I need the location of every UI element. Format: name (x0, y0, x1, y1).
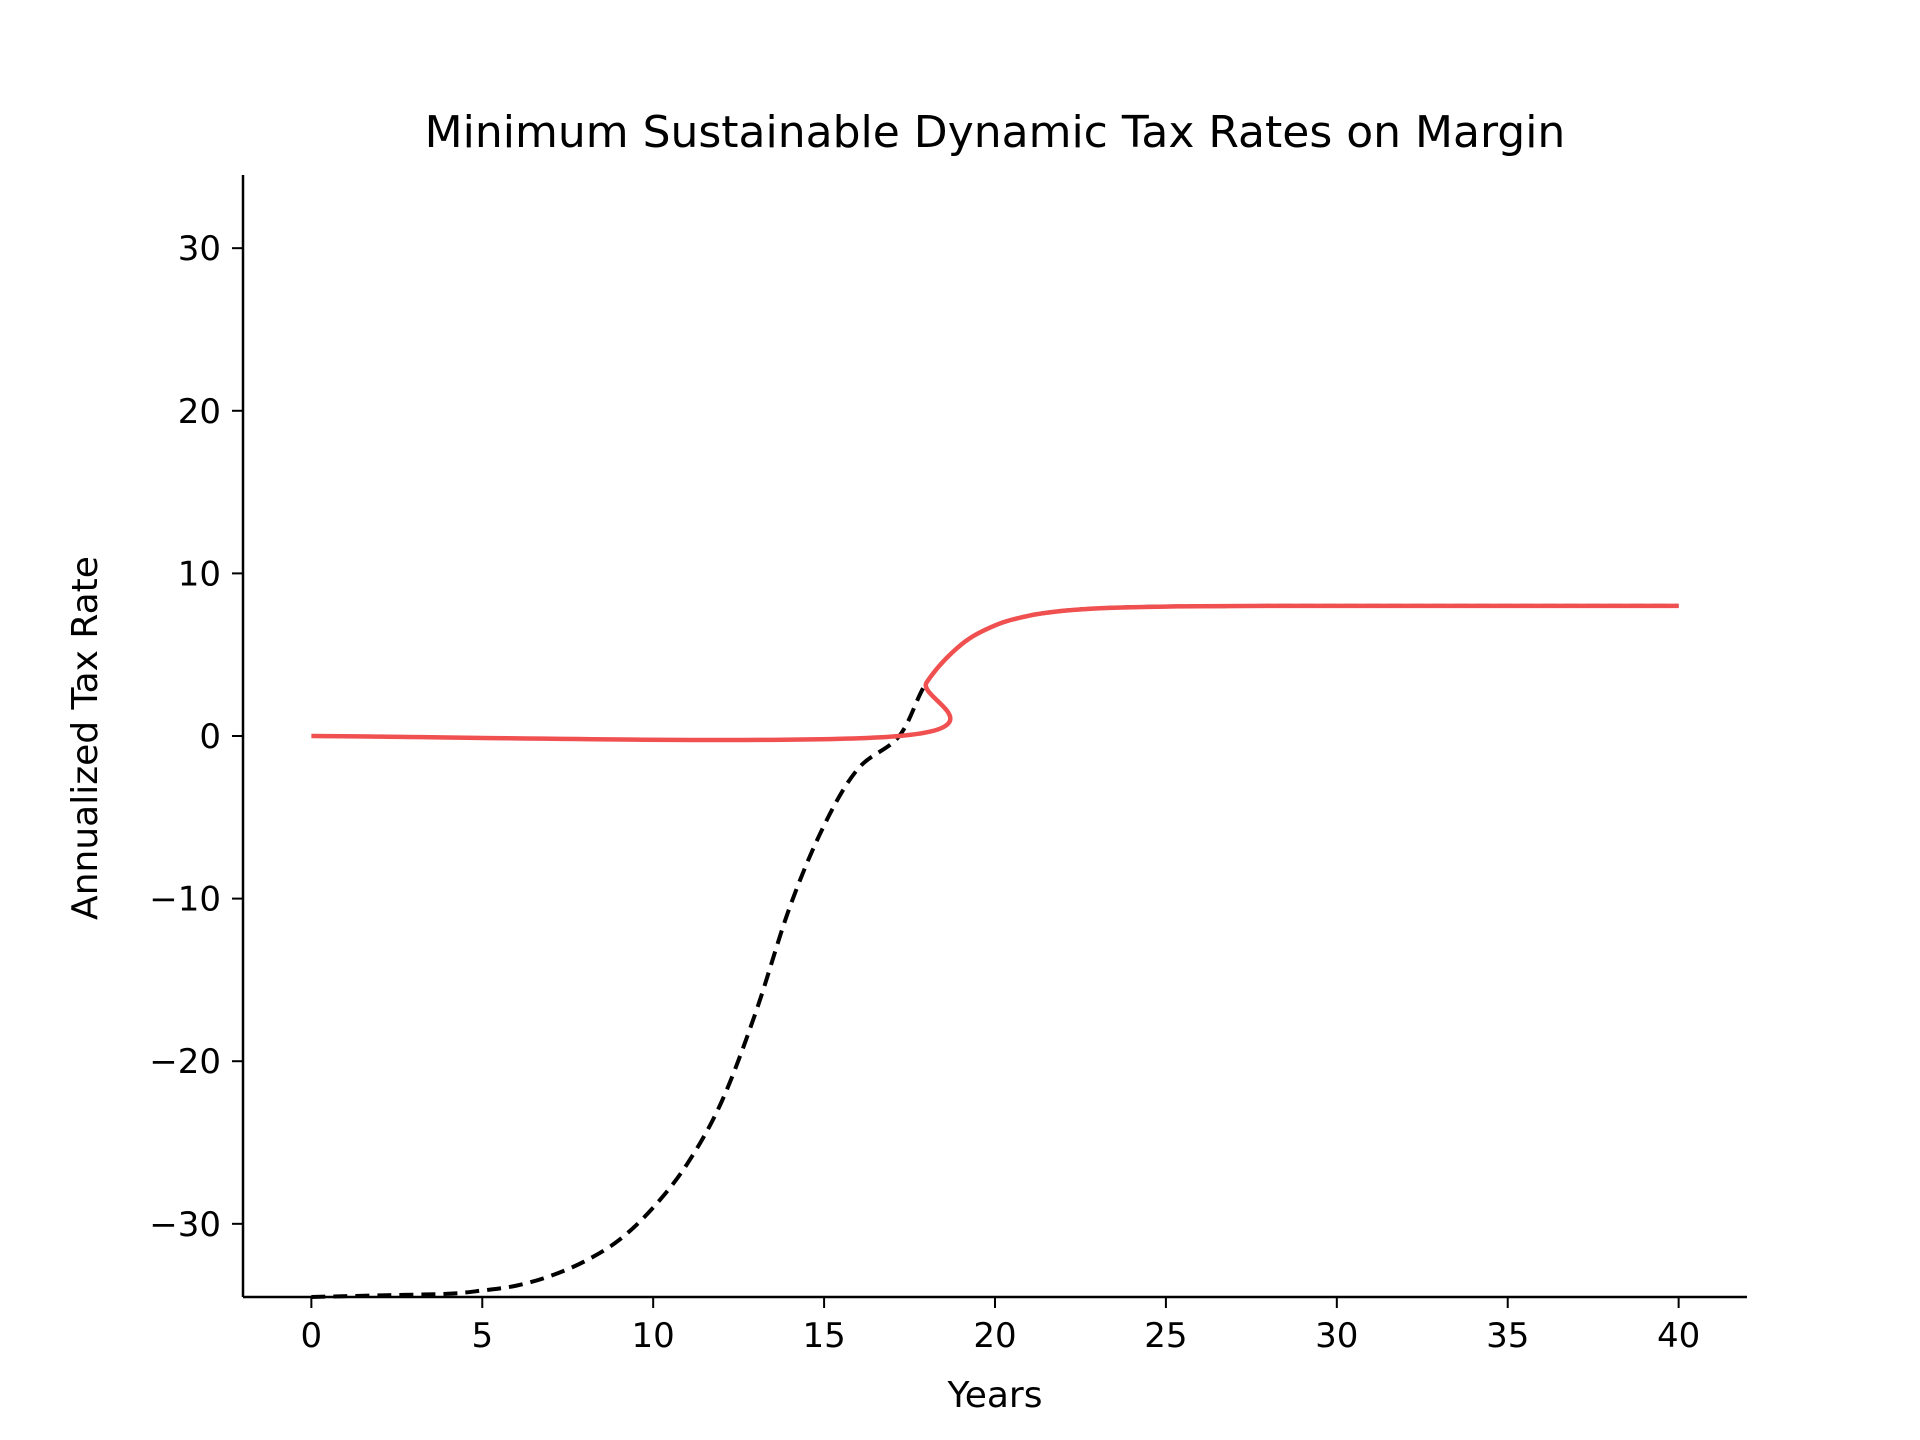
x-tick-label: 0 (301, 1316, 323, 1356)
y-tick-label: 10 (178, 554, 221, 594)
y-tick-label: −20 (149, 1042, 221, 1082)
x-tick-label: 20 (973, 1316, 1016, 1356)
x-axis-label: Years (947, 1375, 1043, 1416)
y-tick-label: 20 (178, 392, 221, 432)
plot-area (311, 603, 1679, 1299)
y-tick-label: 30 (178, 229, 221, 269)
x-tick-label: 10 (632, 1316, 675, 1356)
y-tick-label: −10 (149, 880, 221, 920)
x-tick-label: 15 (802, 1316, 845, 1356)
y-tick-label: −30 (149, 1205, 221, 1245)
x-tick-label: 40 (1657, 1316, 1700, 1356)
x-tick-label: 5 (471, 1316, 493, 1356)
y-axis-ticks: −30 −20 −10 0 10 20 30 (149, 229, 243, 1245)
x-axis-ticks: 0 5 10 15 20 25 30 35 40 (301, 1297, 1700, 1356)
x-tick-label: 30 (1315, 1316, 1358, 1356)
x-tick-label: 25 (1144, 1316, 1187, 1356)
series-line-solid (311, 603, 1679, 743)
x-tick-label: 35 (1486, 1316, 1529, 1356)
series-line-dashed (311, 603, 1679, 1299)
chart-title: Minimum Sustainable Dynamic Tax Rates on… (425, 107, 1566, 158)
y-axis-label: Annualized Tax Rate (65, 556, 106, 920)
y-tick-label: 0 (199, 717, 221, 757)
